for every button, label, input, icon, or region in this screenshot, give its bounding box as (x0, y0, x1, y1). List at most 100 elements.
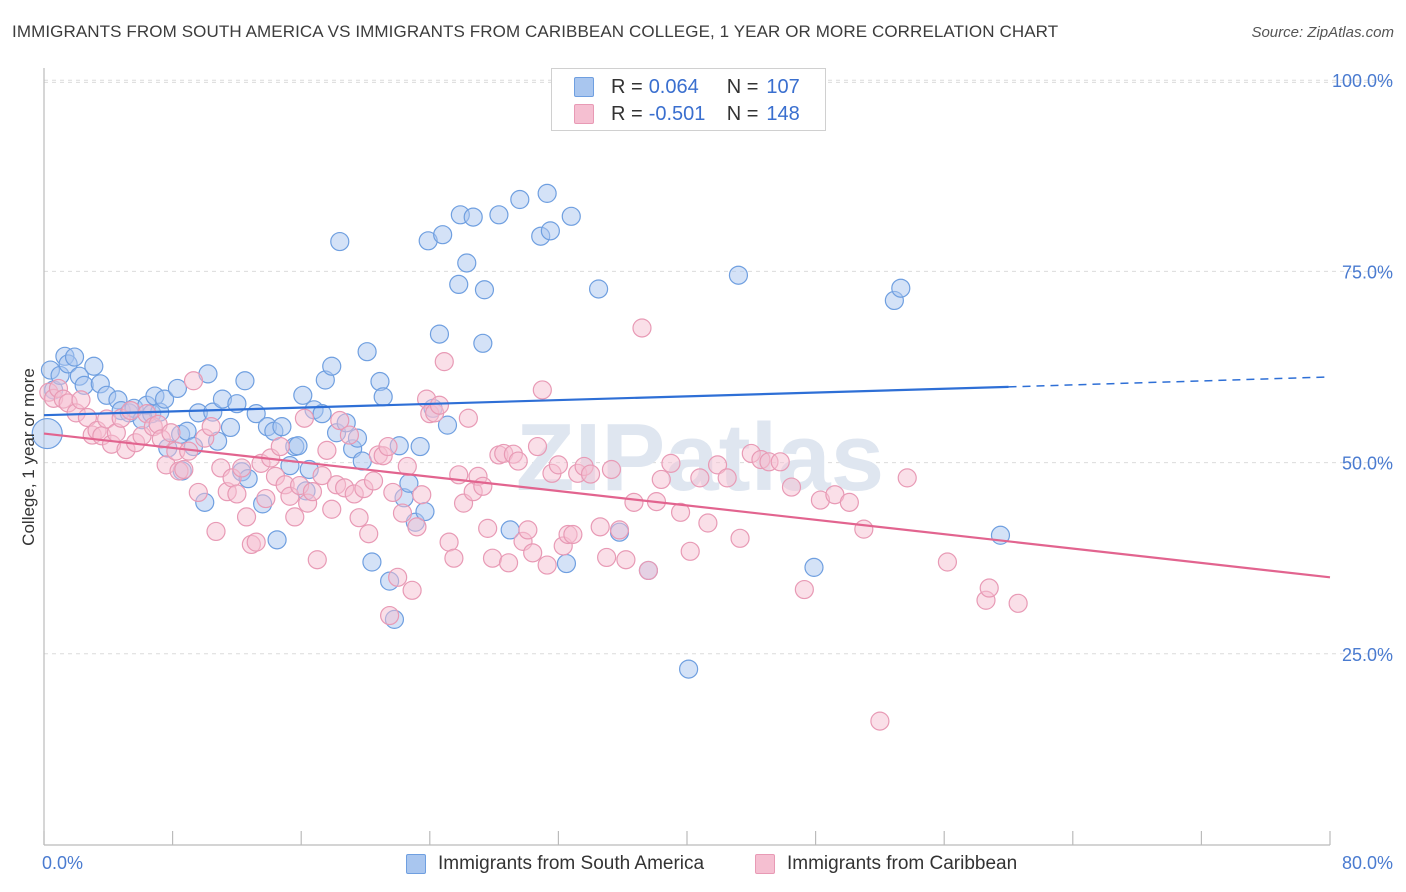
point-caribbean (407, 517, 427, 537)
point-caribbean (638, 560, 659, 581)
n-label: N = (726, 102, 759, 125)
point-caribbean (698, 513, 718, 533)
point-south-america (537, 183, 557, 203)
point-south-america (588, 279, 609, 299)
point-caribbean (482, 548, 503, 568)
point-south-america (804, 557, 824, 577)
point-caribbean (498, 553, 519, 573)
point-south-america (561, 206, 581, 226)
point-south-america (463, 207, 483, 227)
point-caribbean (590, 517, 610, 537)
point-caribbean (794, 579, 814, 600)
point-south-america (64, 347, 85, 367)
point-caribbean (563, 524, 583, 545)
point-caribbean (294, 408, 315, 428)
point-caribbean (392, 503, 413, 523)
point-south-america (510, 189, 530, 210)
point-south-america (728, 265, 749, 285)
point-south-america (362, 552, 382, 572)
point-caribbean (537, 555, 557, 575)
x-tick-label: 0.0% (42, 853, 83, 873)
point-caribbean (71, 390, 91, 410)
point-caribbean (548, 455, 569, 475)
point-caribbean (518, 520, 538, 540)
legend-item-caribbean[interactable]: Immigrants from Caribbean (755, 852, 1017, 876)
point-south-america (154, 389, 175, 409)
trend-lines (43, 376, 1331, 579)
point-caribbean (632, 318, 652, 338)
n-value: 148 (766, 102, 800, 125)
point-south-america (457, 253, 477, 273)
point-caribbean (359, 524, 379, 544)
blue-swatch (406, 854, 426, 874)
point-south-america (293, 385, 313, 405)
point-south-america (437, 415, 458, 435)
point-caribbean (508, 451, 528, 471)
y-axis-label: College, 1 year or more (19, 368, 38, 546)
y-tick-label: 100.0% (1332, 71, 1393, 91)
point-caribbean (312, 466, 332, 486)
point-caribbean (383, 482, 403, 503)
point-south-america (322, 356, 342, 376)
r-label: R = (611, 102, 643, 125)
blue-swatch (574, 77, 594, 97)
r-value: -0.501 (648, 102, 706, 125)
point-south-america (235, 371, 255, 391)
point-caribbean (349, 508, 369, 528)
y-tick-label: 75.0% (1342, 262, 1393, 282)
pink-swatch (755, 854, 775, 874)
point-caribbean (458, 408, 478, 428)
point-caribbean (937, 552, 958, 572)
point-caribbean (227, 484, 247, 504)
point-south-america (473, 333, 493, 353)
point-caribbean (651, 469, 671, 490)
point-caribbean (232, 458, 252, 478)
point-south-america (540, 221, 560, 241)
point-south-america (330, 231, 350, 252)
n-value: 107 (766, 75, 800, 98)
point-caribbean (580, 464, 601, 484)
point-south-america (312, 404, 332, 424)
point-caribbean (388, 567, 408, 587)
point-caribbean (378, 436, 398, 457)
point-caribbean (339, 425, 360, 445)
point-south-america (288, 436, 308, 456)
point-caribbean (781, 477, 802, 497)
legend-item-south-america[interactable]: Immigrants from South America (406, 852, 704, 876)
point-caribbean (302, 482, 323, 502)
point-caribbean (439, 532, 459, 552)
legend-label: Immigrants from South America (438, 853, 705, 874)
r-value: 0.064 (648, 75, 699, 98)
point-caribbean (616, 550, 636, 570)
point-caribbean (730, 528, 750, 548)
point-caribbean (270, 436, 290, 457)
point-south-america (84, 356, 104, 376)
point-south-america (272, 417, 292, 437)
data-points (31, 183, 1028, 731)
point-caribbean (624, 492, 644, 512)
point-caribbean (380, 605, 400, 626)
point-caribbean (183, 371, 204, 391)
point-caribbean (717, 468, 737, 488)
source-label: Source: ZipAtlas.com (1251, 24, 1394, 41)
trend-line-south-america-extension (1008, 376, 1331, 388)
stats-row-blue: R = 0.064 N = 107 (574, 75, 844, 99)
point-caribbean (161, 423, 181, 443)
point-south-america (410, 436, 430, 457)
point-caribbean (770, 452, 790, 472)
point-caribbean (527, 436, 548, 457)
point-caribbean (1008, 593, 1028, 613)
point-caribbean (839, 492, 859, 512)
point-caribbean (363, 471, 384, 491)
point-south-america (227, 394, 247, 414)
point-caribbean (597, 547, 617, 568)
point-caribbean (979, 578, 999, 598)
point-south-america (167, 378, 188, 399)
point-caribbean (206, 521, 226, 542)
point-caribbean (707, 455, 728, 475)
n-label: N = (726, 75, 759, 98)
point-south-america (556, 553, 577, 574)
pink-swatch (574, 104, 594, 124)
point-south-america (220, 417, 241, 438)
point-caribbean (236, 507, 257, 527)
